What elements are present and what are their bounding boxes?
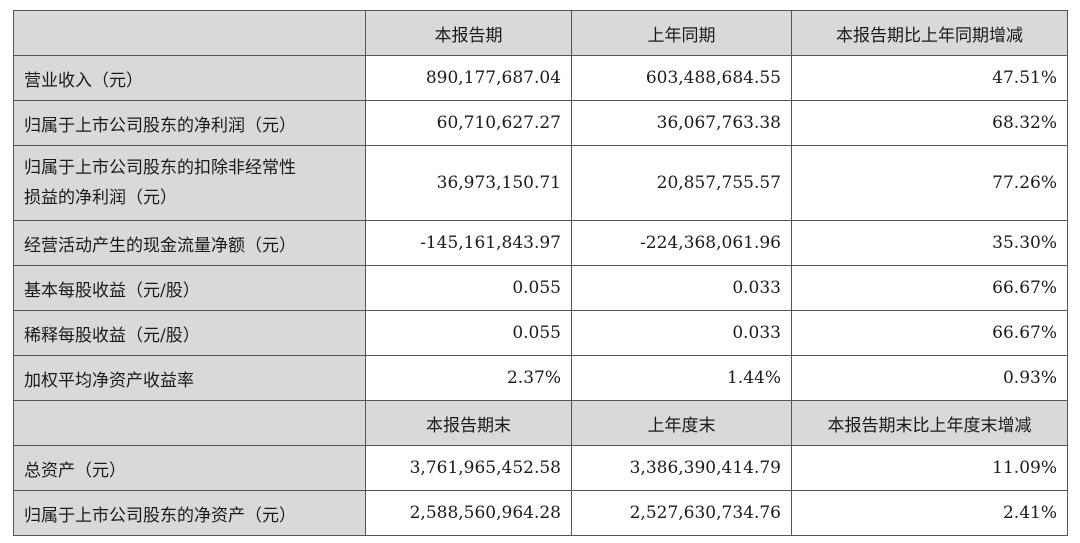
header-corner-cell: [13, 10, 366, 56]
table-row-revenue: 营业收入（元） 890,177,687.04 603,488,684.55 47…: [13, 55, 1068, 101]
value-current: 3,761,965,452.58: [365, 445, 572, 491]
row-label-line-1: 归属于上市公司股东的扣除非经常性: [24, 158, 296, 178]
header-prior-period: 上年同期: [571, 10, 792, 56]
value-change: 0.93%: [791, 355, 1068, 401]
row-label: 经营活动产生的现金流量净额（元）: [13, 220, 366, 266]
value-current: 2,588,560,964.28: [365, 490, 572, 536]
value-change: 11.09%: [791, 445, 1068, 491]
row-label-line-2: 损益的净利润（元）: [24, 188, 177, 208]
value-current: 60,710,627.27: [365, 100, 572, 146]
value-change: 66.67%: [791, 310, 1068, 356]
value-current: 36,973,150.71: [365, 145, 572, 221]
row-label: 归属于上市公司股东的净利润（元）: [13, 100, 366, 146]
table-row-basic-eps: 基本每股收益（元/股） 0.055 0.033 66.67%: [13, 265, 1068, 311]
value-prior: 1.44%: [571, 355, 792, 401]
value-current: -145,161,843.97: [365, 220, 572, 266]
value-prior: 36,067,763.38: [571, 100, 792, 146]
value-prior: 2,527,630,734.76: [571, 490, 792, 536]
table-row-operating-cash-flow: 经营活动产生的现金流量净额（元） -145,161,843.97 -224,36…: [13, 220, 1068, 266]
table-row-total-assets: 总资产（元） 3,761,965,452.58 3,386,390,414.79…: [13, 445, 1068, 491]
table-row-roe: 加权平均净资产收益率 2.37% 1.44% 0.93%: [13, 355, 1068, 401]
row-label: 归属于上市公司股东的扣除非经常性 损益的净利润（元）: [13, 145, 366, 221]
row-label: 稀释每股收益（元/股）: [13, 310, 366, 356]
header-row-period-end: 本报告期末 上年度末 本报告期末比上年度末增减: [13, 400, 1068, 446]
header-corner-cell: [13, 400, 366, 446]
financial-summary: 本报告期 上年同期 本报告期比上年同期增减 营业收入（元） 890,177,68…: [13, 10, 1068, 536]
table-row-net-profit: 归属于上市公司股东的净利润（元） 60,710,627.27 36,067,76…: [13, 100, 1068, 146]
table-row-net-assets: 归属于上市公司股东的净资产（元） 2,588,560,964.28 2,527,…: [13, 490, 1068, 536]
header-period-change: 本报告期比上年同期增减: [791, 10, 1068, 56]
financial-table: 本报告期 上年同期 本报告期比上年同期增减 营业收入（元） 890,177,68…: [13, 10, 1068, 536]
header-current-period: 本报告期: [365, 10, 572, 56]
value-change: 2.41%: [791, 490, 1068, 536]
value-prior: 0.033: [571, 265, 792, 311]
table-row-adjusted-net-profit: 归属于上市公司股东的扣除非经常性 损益的净利润（元） 36,973,150.71…: [13, 145, 1068, 221]
row-label: 归属于上市公司股东的净资产（元）: [13, 490, 366, 536]
table-row-diluted-eps: 稀释每股收益（元/股） 0.055 0.033 66.67%: [13, 310, 1068, 356]
value-current: 0.055: [365, 265, 572, 311]
value-change: 35.30%: [791, 220, 1068, 266]
value-change: 47.51%: [791, 55, 1068, 101]
row-label: 营业收入（元）: [13, 55, 366, 101]
row-label: 总资产（元）: [13, 445, 366, 491]
header-current-period-end: 本报告期末: [365, 400, 572, 446]
header-period-end-change: 本报告期末比上年度末增减: [791, 400, 1068, 446]
row-label: 基本每股收益（元/股）: [13, 265, 366, 311]
value-current: 0.055: [365, 310, 572, 356]
value-prior: -224,368,061.96: [571, 220, 792, 266]
header-row-period: 本报告期 上年同期 本报告期比上年同期增减: [13, 10, 1068, 56]
header-prior-year-end: 上年度末: [571, 400, 792, 446]
value-prior: 20,857,755.57: [571, 145, 792, 221]
row-label: 加权平均净资产收益率: [13, 355, 366, 401]
value-change: 66.67%: [791, 265, 1068, 311]
value-prior: 603,488,684.55: [571, 55, 792, 101]
value-prior: 3,386,390,414.79: [571, 445, 792, 491]
value-prior: 0.033: [571, 310, 792, 356]
value-current: 2.37%: [365, 355, 572, 401]
value-current: 890,177,687.04: [365, 55, 572, 101]
value-change: 68.32%: [791, 100, 1068, 146]
value-change: 77.26%: [791, 145, 1068, 221]
